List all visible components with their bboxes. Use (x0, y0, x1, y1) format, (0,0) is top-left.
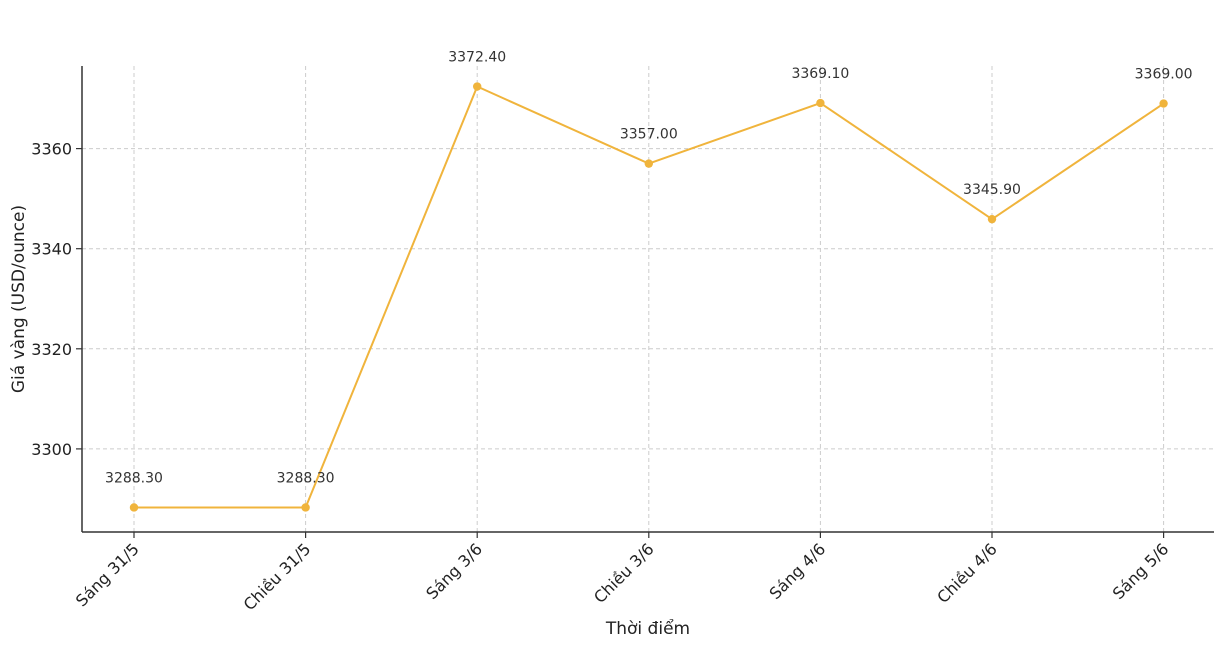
y-tick-label: 3300 (31, 440, 72, 459)
data-point (987, 214, 997, 224)
data-label: 3357.00 (620, 127, 678, 143)
data-point (129, 503, 139, 512)
x-tick-label: Chiều 4/6 (933, 539, 1001, 607)
x-tick-label: Chiều 3/6 (590, 539, 658, 607)
axes-layer (81, 66, 1214, 533)
data-label: 3345.90 (963, 182, 1021, 198)
x-tick-label: Sáng 31/5 (72, 539, 143, 610)
data-label: 3372.40 (448, 50, 506, 66)
data-point (1159, 99, 1168, 108)
series-layer (129, 82, 1168, 512)
ticks-layer: Sáng 31/5 Chiều 31/5 Sáng 3/6 Chiều 3/6 Sáng… (31, 140, 1172, 615)
y-axis-title: Giá vàng (USD/ounce) (9, 205, 29, 393)
x-tick-label: Sáng 5/6 (1109, 539, 1173, 603)
x-tick-label: Sáng 4/6 (766, 539, 830, 603)
data-point (816, 98, 825, 108)
data-labels-layer: 3288.30 3288.30 3372.40 3357.00 3369.10 3345.… (105, 50, 1193, 487)
data-point (644, 159, 653, 168)
x-axis-title: Thời điểm (605, 618, 690, 639)
data-label: 3288.30 (105, 470, 163, 486)
grid-layer (82, 66, 1214, 532)
y-tick-label: 3340 (31, 240, 72, 259)
data-point (473, 82, 482, 91)
y-tick-label: 3320 (31, 340, 72, 359)
x-tick-label: Chiều 31/5 (240, 539, 315, 614)
data-label: 3288.30 (277, 470, 335, 486)
data-label: 3369.10 (791, 66, 849, 82)
data-point (301, 503, 310, 512)
data-label: 3369.00 (1135, 67, 1193, 83)
y-tick-label: 3360 (31, 140, 72, 159)
x-tick-label: Sáng 3/6 (422, 539, 486, 603)
